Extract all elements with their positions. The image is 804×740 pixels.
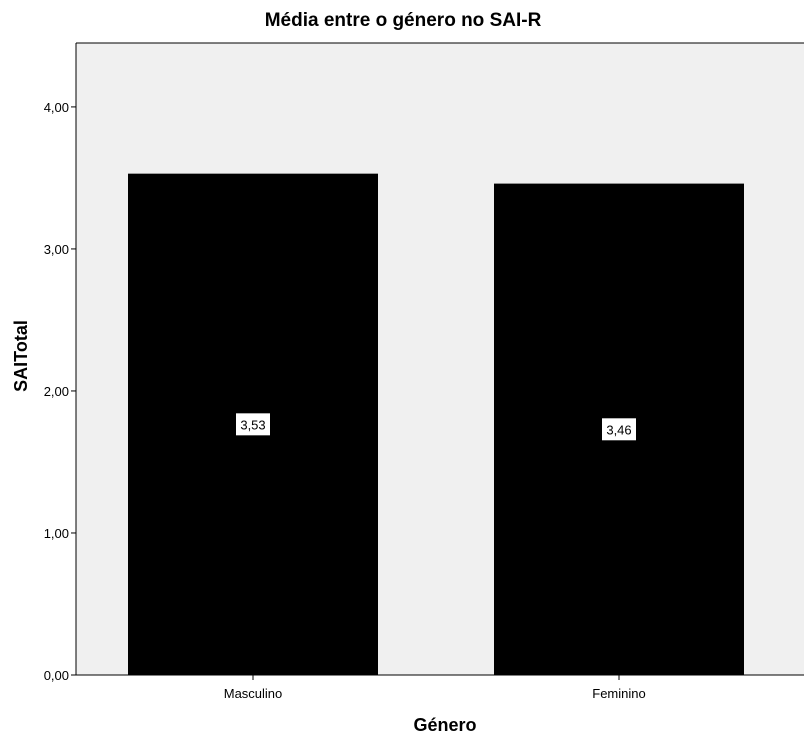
x-ticks-group: Masculino Feminino	[224, 675, 646, 701]
chart-title: Média entre o género no SAI-R	[265, 10, 542, 31]
y-tick-label: 0,00	[44, 668, 69, 683]
x-tick-label: Feminino	[592, 686, 645, 701]
x-tick-label: Masculino	[224, 686, 283, 701]
y-ticks-group: 0,00 1,00 2,00 3,00 4,00	[44, 100, 76, 683]
y-tick-label: 2,00	[44, 384, 69, 399]
data-label: 3,46	[606, 422, 631, 437]
data-labels-group: 3,53 3,46	[236, 413, 636, 441]
y-tick-label: 1,00	[44, 526, 69, 541]
y-tick-label: 3,00	[44, 242, 69, 257]
y-tick-label: 4,00	[44, 100, 69, 115]
data-label: 3,53	[240, 417, 265, 432]
y-axis-title: SAITotal	[11, 320, 31, 392]
data-label-box	[602, 418, 636, 441]
x-axis-title: Género	[413, 715, 476, 735]
data-label-box	[236, 413, 270, 436]
